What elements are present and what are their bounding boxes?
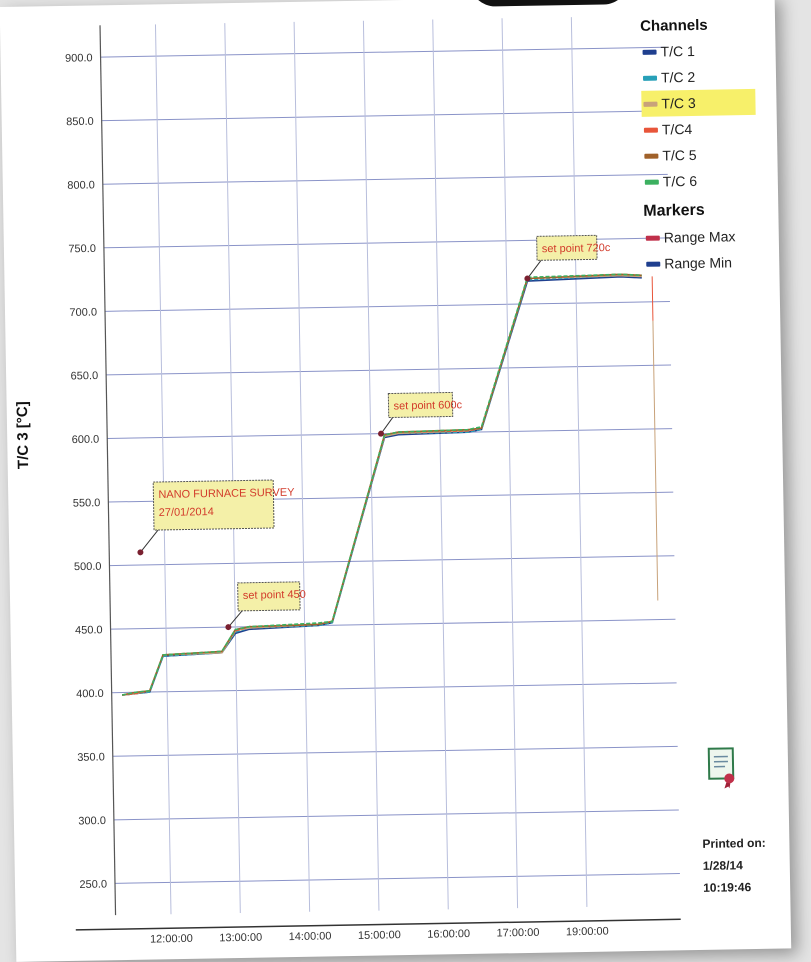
- grid-line-v: [571, 17, 587, 907]
- y-tick-label: 700.0: [69, 306, 97, 318]
- annotation-text: NANO FURNACE SURVEY: [158, 487, 295, 501]
- y-tick-label: 600.0: [72, 434, 100, 446]
- grid-line-v: [502, 18, 518, 908]
- certificate-icon: [707, 746, 738, 789]
- y-axis-label: T/C 3 [°C]: [14, 401, 32, 469]
- printed-chart-sheet: 900.0 850.0 800.0 750.0 700.0 650.0 600.0 550.0…: [0, 0, 791, 962]
- legend-channel-label: T/C4: [662, 121, 693, 138]
- grid-line-h: [106, 365, 671, 375]
- grid-line-h: [102, 111, 667, 121]
- y-tick-label: 500.0: [74, 561, 102, 573]
- grid-line-h: [105, 301, 670, 311]
- y-tick-label: 750.0: [68, 243, 96, 255]
- legend-swatch: [643, 75, 657, 80]
- legend-swatch: [645, 179, 659, 184]
- y-tick-label: 550.0: [73, 497, 101, 509]
- y-tick-label: 650.0: [71, 370, 99, 382]
- x-tick-label: 14:00:00: [289, 930, 332, 943]
- legend-marker-label: Range Min: [664, 254, 732, 271]
- x-tick-label: 19:00:00: [566, 926, 609, 939]
- legend-channel-list: T/C 1 T/C 2 T/C 3 T/C4 T/C 5 T/C 6: [640, 37, 773, 195]
- grid-line-h: [113, 746, 678, 756]
- annotation-text: 27/01/2014: [159, 506, 214, 519]
- legend-channel-label: T/C 3: [661, 95, 696, 112]
- x-tick-label: 12:00:00: [150, 933, 193, 946]
- legend-swatch: [644, 127, 658, 132]
- y-tick-label: 350.0: [77, 751, 105, 763]
- y-axis: [100, 25, 116, 915]
- legend-marker-item[interactable]: Range Max: [644, 223, 774, 251]
- legend-channel-item[interactable]: T/C4: [642, 115, 772, 143]
- legend-channel-label: T/C 1: [660, 43, 695, 60]
- annotation-text: set point 450: [243, 589, 306, 602]
- legend-channel-item[interactable]: T/C 5: [642, 141, 772, 169]
- legend-marker-list: Range Max Range Min: [644, 223, 775, 277]
- grid-line-v: [225, 23, 241, 913]
- legend-swatch: [643, 49, 657, 54]
- legend-channel-item[interactable]: T/C 6: [643, 167, 773, 195]
- annotation-leader: [140, 530, 158, 552]
- printed-on-value: 1/28/14 10:19:46: [703, 853, 791, 899]
- annotation-leader: [527, 260, 541, 278]
- legend: Channels T/C 1 T/C 2 T/C 3 T/C4 T/C 5 T/C 6 M…: [640, 16, 775, 277]
- y-tick-label: 850.0: [66, 116, 94, 128]
- printed-on-label: Printed on:: [702, 831, 789, 855]
- legend-markers-title: Markers: [643, 201, 773, 221]
- grid-line-h: [109, 556, 674, 566]
- y-tick-label: 400.0: [76, 688, 104, 700]
- legend-channel-item[interactable]: T/C 3: [641, 89, 755, 117]
- grid-line-v: [155, 24, 171, 914]
- x-tick-label: 15:00:00: [358, 929, 401, 942]
- y-tick-label: 300.0: [78, 815, 106, 827]
- series-drop: [652, 276, 653, 320]
- legend-swatch: [644, 153, 658, 158]
- legend-channel-label: T/C 5: [662, 147, 697, 164]
- grid-line-h: [103, 174, 668, 184]
- legend-channel-label: T/C 6: [663, 173, 698, 190]
- grid-line-h: [114, 810, 679, 820]
- grid-line-v: [433, 19, 449, 909]
- legend-swatch: [646, 261, 660, 266]
- series-drop: [653, 321, 658, 601]
- grid-line-h: [115, 874, 680, 884]
- legend-swatch: [643, 101, 657, 106]
- legend-channel-label: T/C 2: [661, 69, 696, 86]
- x-tick-label: 13:00:00: [219, 932, 262, 945]
- legend-swatch: [646, 235, 660, 240]
- y-tick-label: 250.0: [79, 879, 107, 891]
- x-tick-label: 17:00:00: [496, 927, 539, 940]
- legend-channels-title: Channels: [640, 16, 770, 35]
- x-tick-label: 16:00:00: [427, 928, 470, 941]
- printed-on: Printed on: 1/28/14 10:19:46: [702, 831, 790, 899]
- grid-line-v: [294, 22, 310, 912]
- grid-line-h: [101, 47, 666, 57]
- grid-line-h: [111, 619, 676, 629]
- legend-channel-item[interactable]: T/C 1: [640, 37, 770, 65]
- y-tick-label: 800.0: [67, 179, 95, 191]
- legend-channel-item[interactable]: T/C 2: [641, 63, 771, 91]
- legend-marker-label: Range Max: [664, 228, 736, 245]
- annotation-text: set point 600c: [393, 399, 462, 412]
- legend-marker-item[interactable]: Range Min: [644, 249, 774, 277]
- y-tick-label: 450.0: [75, 624, 103, 636]
- grid-line-h: [112, 683, 677, 693]
- y-tick-label: 900.0: [65, 52, 93, 64]
- annotation-text: set point 720c: [542, 242, 611, 255]
